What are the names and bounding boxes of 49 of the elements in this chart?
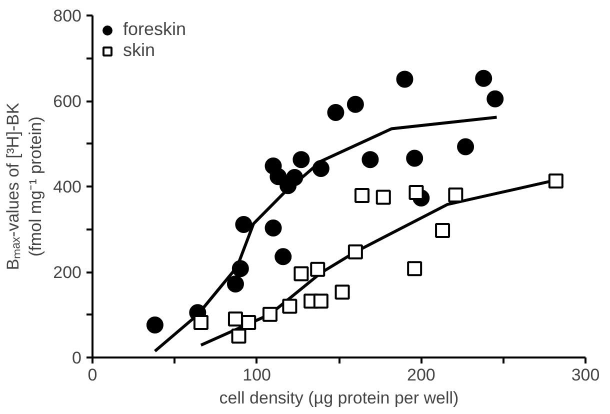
point — [334, 284, 350, 300]
point — [346, 96, 364, 113]
point — [362, 151, 379, 168]
y-tick-label: 800 — [53, 6, 82, 26]
x-tick-label: 100 — [242, 366, 272, 384]
point — [327, 104, 344, 122]
point — [435, 223, 450, 238]
point — [310, 262, 326, 277]
point — [274, 248, 292, 266]
point — [396, 70, 414, 88]
point — [262, 306, 278, 322]
point — [313, 294, 328, 309]
point — [457, 138, 474, 156]
legend-label: skin — [123, 40, 156, 61]
point — [406, 150, 424, 167]
point — [548, 173, 564, 188]
x-tick-label: 0 — [88, 366, 98, 384]
point — [286, 169, 304, 186]
point — [292, 151, 310, 168]
point — [312, 160, 330, 178]
point — [231, 328, 246, 344]
point — [226, 275, 244, 292]
point — [376, 190, 391, 205]
line-series — [153, 116, 498, 353]
point — [486, 90, 504, 108]
point — [235, 216, 252, 234]
point — [475, 70, 492, 87]
x-tick-label: 200 — [406, 366, 436, 384]
x-axis-title: cell density (µg protein per well) — [219, 388, 459, 408]
point — [294, 266, 309, 282]
point — [228, 312, 243, 327]
point — [348, 244, 363, 260]
y-tick-label: 400 — [53, 178, 82, 196]
point — [407, 261, 422, 276]
legend-label: foreskin — [123, 19, 186, 40]
y-tick-label: 0 — [72, 348, 82, 368]
point — [354, 188, 370, 203]
point — [408, 184, 424, 200]
y-axis-title: Bₘₐₓ-values of [³H]-BK (fmol mg⁻¹ protein) — [3, 102, 46, 270]
x-tick-label: 300 — [571, 366, 600, 384]
y-tick-label: 600 — [53, 92, 82, 111]
point — [146, 316, 164, 334]
point — [193, 314, 208, 330]
point — [448, 188, 464, 203]
point — [282, 298, 298, 314]
point — [232, 260, 249, 278]
y-tick-label: 200 — [53, 263, 82, 282]
point — [241, 314, 256, 330]
point — [264, 219, 282, 236]
